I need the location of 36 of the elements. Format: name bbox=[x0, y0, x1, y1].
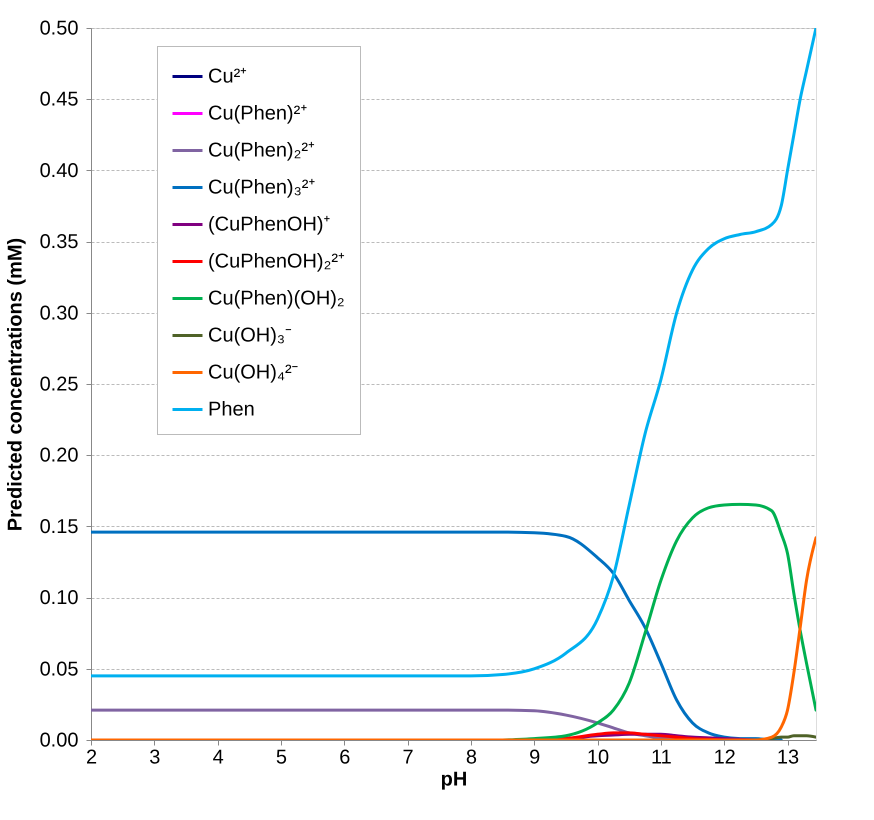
y-tick-label: 0.15 bbox=[40, 516, 78, 538]
y-tick-label: 0.10 bbox=[40, 587, 78, 610]
x-tick-label: 9 bbox=[529, 746, 540, 768]
y-tick-label: 0.05 bbox=[40, 658, 78, 680]
y-tick-label: 0.35 bbox=[40, 231, 78, 254]
legend-label: (CuPhenOH)₂²⁺ bbox=[208, 250, 346, 272]
line-series bbox=[91, 28, 816, 678]
y-tick-label: 0.45 bbox=[40, 88, 78, 111]
legend-label: Cu(Phen)₃²⁺ bbox=[208, 176, 316, 198]
x-tick-label: 10 bbox=[586, 746, 610, 768]
legend-label: Phen bbox=[208, 398, 255, 420]
legend-label: Cu(Phen)₂²⁺ bbox=[208, 140, 316, 162]
y-axis-title: Predicted concentrations (mM) bbox=[4, 238, 27, 532]
legend-label: Cu(OH)₄²⁻ bbox=[208, 362, 299, 384]
x-tick-label: 3 bbox=[149, 746, 160, 768]
x-tick-label: 7 bbox=[402, 746, 414, 768]
y-tick-label: 0.20 bbox=[40, 444, 78, 467]
x-tick-label: 8 bbox=[466, 746, 477, 768]
x-tick-label: 4 bbox=[212, 746, 224, 768]
legend-label: Cu(Phen)²⁺ bbox=[208, 102, 308, 124]
legend-label: Cu(OH)₃⁻ bbox=[208, 324, 292, 346]
legend-label: (CuPhenOH)⁺ bbox=[208, 214, 331, 236]
legend-label: Cu(Phen)(OH)₂ bbox=[208, 288, 345, 310]
x-tick-label: 6 bbox=[339, 746, 350, 768]
y-tick-label: 0.40 bbox=[40, 160, 78, 182]
legend-label: Cu²⁺ bbox=[208, 66, 248, 88]
x-tick-label: 13 bbox=[776, 746, 800, 768]
y-tick-label: 0.00 bbox=[40, 730, 78, 752]
x-tick-label: 5 bbox=[276, 746, 288, 768]
y-tick-label: 0.25 bbox=[40, 374, 78, 396]
x-tick-label: 2 bbox=[86, 746, 98, 768]
x-axis-title: pH bbox=[440, 768, 468, 790]
x-tick-label: 11 bbox=[650, 746, 672, 768]
y-tick-label: 0.50 bbox=[40, 18, 78, 40]
x-tick-label: 12 bbox=[714, 746, 736, 768]
y-tick-label: 0.30 bbox=[40, 302, 78, 324]
